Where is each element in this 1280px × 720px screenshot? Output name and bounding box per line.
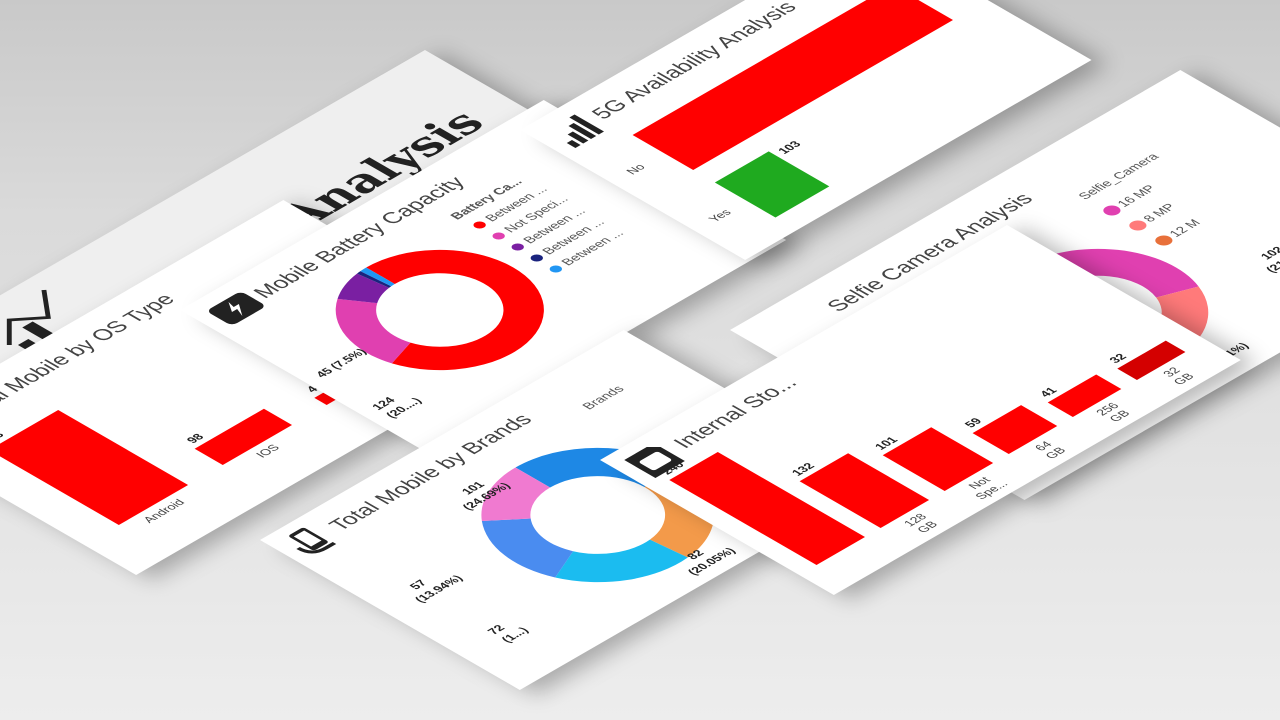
storage-bar-1[interactable] <box>799 453 930 528</box>
battery-legend-marker-0 <box>473 221 486 229</box>
brands-legend-title: Brands <box>579 383 628 411</box>
storage-category-5: 32 <box>1160 365 1184 379</box>
os-bar-0[interactable] <box>0 410 189 525</box>
selfie-legend-item-2[interactable]: 12 M <box>1166 217 1204 239</box>
brands-slice-4[interactable] <box>452 467 567 534</box>
battery-legend-marker-4 <box>549 265 562 273</box>
battery-label-45: 45 (7.5%) <box>312 347 369 380</box>
phone-hand-icon <box>289 527 337 554</box>
battery-slice-4[interactable] <box>360 267 395 288</box>
battery-slice-2[interactable] <box>325 271 396 312</box>
storage-value-5: 32 <box>1106 351 1130 365</box>
battery-charge-icon <box>209 292 264 325</box>
brands-label-57: 57 <box>406 578 430 592</box>
brands-label-72: 72 <box>484 623 508 637</box>
battery-chart: Mobile Battery Capacity Battery Ca... Be… <box>209 173 627 420</box>
storage-value-4: 41 <box>1036 385 1060 399</box>
storage-category-3: 64 <box>1032 439 1056 453</box>
battery-slice-1[interactable] <box>305 290 436 366</box>
fiveg-value-1: 103 <box>775 139 805 156</box>
fiveg-category-1: Yes <box>705 207 734 224</box>
battery-slice-3[interactable] <box>357 270 392 290</box>
fiveg-bar-0[interactable] <box>632 0 953 170</box>
os-bar-1[interactable] <box>194 408 293 465</box>
os-value-1: 98 <box>183 431 207 445</box>
signal-bars-icon <box>566 114 605 148</box>
storage-bar-0[interactable] <box>669 452 865 565</box>
brands-slice-2[interactable] <box>541 521 688 606</box>
storage-bar-3[interactable] <box>972 405 1058 454</box>
selfie-legend-marker-1 <box>1129 220 1147 231</box>
selfie-legend-marker-2 <box>1155 235 1173 246</box>
storage-value-3: 59 <box>961 416 985 430</box>
fiveg-bar-1[interactable] <box>714 151 830 218</box>
storage-bar-4[interactable] <box>1047 374 1122 417</box>
fiveg-category-0: No <box>623 162 649 177</box>
sd-card-icon <box>624 447 685 478</box>
selfie-legend-marker-0 <box>1103 205 1121 216</box>
battery-legend-marker-1 <box>492 232 505 240</box>
storage-bar-2[interactable] <box>882 427 994 491</box>
brands-label-82: 82 <box>683 548 707 562</box>
battery-legend-marker-2 <box>511 243 524 251</box>
battery-card: Mobile Battery Capacity Battery Ca... Be… <box>180 100 787 450</box>
battery-legend-marker-3 <box>530 254 543 262</box>
brands-slice-3[interactable] <box>463 506 594 582</box>
storage-card: Internal Sto... 240 132 128 GB 101 Not Spe... 5… <box>600 225 1241 595</box>
os-value-0: 453 <box>0 429 7 446</box>
battery-slice-0[interactable] <box>296 225 587 393</box>
storage-bar-5[interactable] <box>1117 340 1186 380</box>
storage-chart: Internal Sto... 240 132128GB101NotSpe...5… <box>624 340 1197 565</box>
selfie-legend-item-0[interactable]: 16 MP <box>1114 183 1159 209</box>
selfie-legend-item-1[interactable]: 8 MP <box>1140 201 1179 224</box>
